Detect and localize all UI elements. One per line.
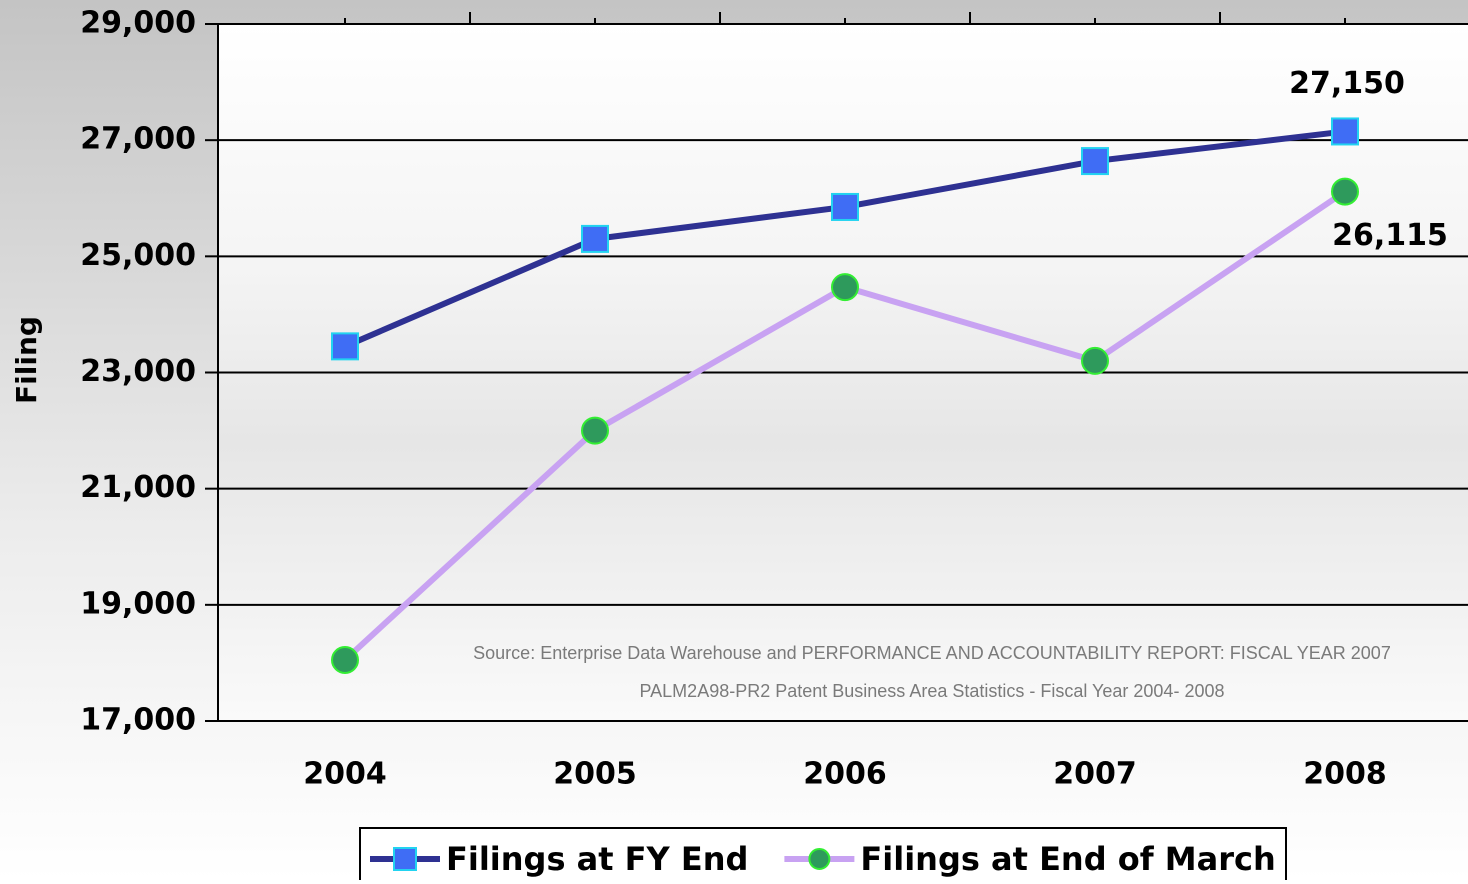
- marker: [1081, 346, 1109, 375]
- y-tick-label: 29,000: [80, 6, 196, 41]
- x-tick-label: 2008: [1303, 757, 1387, 792]
- legend-marker: [393, 847, 417, 871]
- y-axis-label: Filing: [10, 316, 43, 404]
- y-tick-label: 27,000: [80, 122, 196, 157]
- legend-marker: [808, 848, 831, 870]
- x-tick-label: 2006: [803, 757, 887, 792]
- data-label: 27,150: [1289, 66, 1405, 101]
- marker: [581, 224, 609, 253]
- marker: [581, 416, 609, 445]
- marker: [831, 273, 859, 302]
- y-tick-label: 17,000: [80, 703, 196, 738]
- marker: [831, 192, 859, 221]
- source-note: Source: Enterprise Data Warehouse and PE…: [473, 643, 1391, 663]
- legend-label: Filings at End of March: [860, 840, 1275, 878]
- y-tick-label: 21,000: [80, 470, 196, 505]
- marker: [1331, 177, 1359, 206]
- source-note: PALM2A98-PR2 Patent Business Area Statis…: [640, 681, 1225, 701]
- marker: [331, 646, 359, 675]
- y-tick-label: 19,000: [80, 586, 196, 621]
- legend: [359, 827, 1287, 884]
- legend-label: Filings at FY End: [446, 840, 748, 878]
- marker: [331, 332, 359, 361]
- y-tick-label: 23,000: [80, 354, 196, 389]
- x-tick-label: 2007: [1053, 757, 1137, 792]
- data-label: 26,115: [1332, 218, 1448, 253]
- marker: [1081, 147, 1109, 176]
- x-tick-label: 2004: [303, 757, 387, 792]
- y-tick-label: 25,000: [80, 238, 196, 273]
- x-tick-label: 2005: [553, 757, 637, 792]
- marker: [1331, 117, 1359, 146]
